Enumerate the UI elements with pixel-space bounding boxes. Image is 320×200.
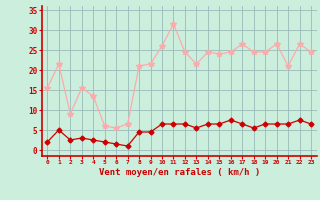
X-axis label: Vent moyen/en rafales ( km/h ): Vent moyen/en rafales ( km/h )	[99, 168, 260, 177]
